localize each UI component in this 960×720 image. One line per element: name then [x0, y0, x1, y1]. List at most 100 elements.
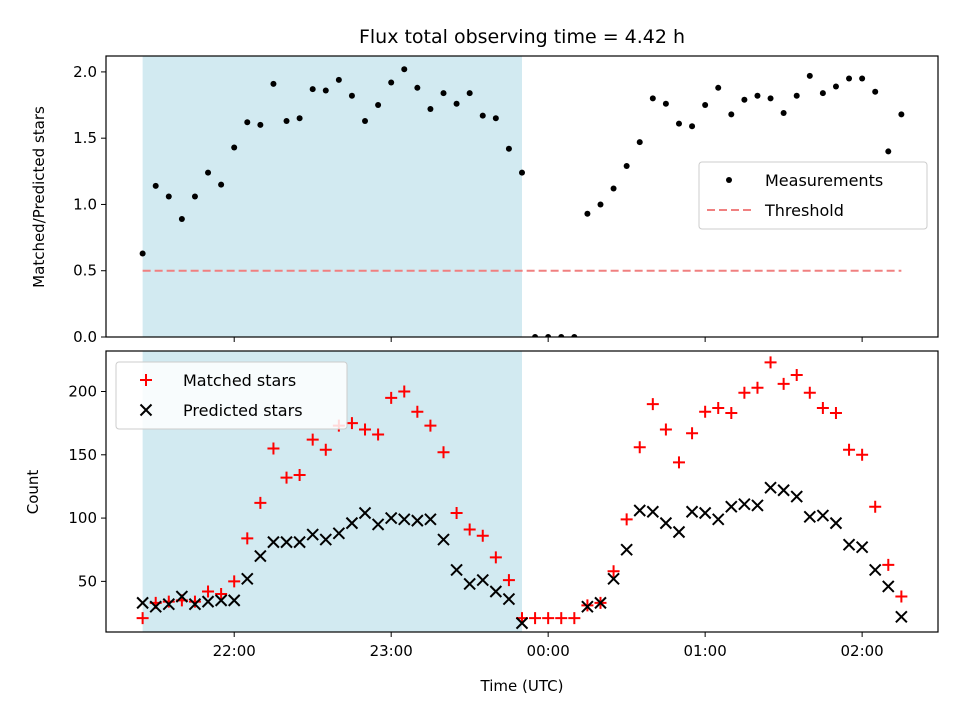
- top-frame: [105, 55, 939, 338]
- bottom-series-predicted-stars-point: [790, 490, 803, 503]
- bottom-series-predicted-stars-point: [201, 595, 215, 608]
- top-series-measurements-point: [453, 100, 460, 107]
- bottom-series-predicted-stars-point: [672, 525, 686, 539]
- top-y-tick-label: 0.0: [73, 328, 97, 346]
- bottom-series-matched-stars-point: [437, 446, 450, 459]
- bottom-series-predicted-stars-point: [371, 518, 385, 531]
- top-series-measurements-point: [519, 169, 525, 176]
- bottom-series-predicted-stars-point: [398, 513, 411, 526]
- bottom-series-matched-stars-point: [607, 565, 620, 578]
- top-y-tick-label: 1.0: [73, 195, 97, 213]
- bottom-series-predicted-stars-point: [450, 563, 463, 577]
- bottom-x-tick-label: 00:00: [527, 642, 570, 660]
- top-y-axis-label: Matched/Predicted stars: [30, 106, 48, 288]
- bottom-series-predicted-stars-point: [581, 600, 594, 613]
- bottom-series-predicted-stars-point: [358, 506, 372, 520]
- top-series-measurements-point: [859, 75, 866, 82]
- bottom-series-predicted-stars-point: [712, 513, 725, 526]
- bottom-series-predicted-stars-point: [869, 563, 882, 577]
- bottom-series-predicted-stars-point: [241, 572, 254, 586]
- top-series-measurements-point: [335, 76, 342, 83]
- bottom-series-predicted-stars-point: [738, 497, 751, 511]
- top-series-measurements-point: [244, 119, 251, 126]
- top-y-tick-label: 0.5: [73, 262, 97, 280]
- top-series-measurements-point: [819, 90, 826, 97]
- top-series-measurements-point: [702, 102, 709, 109]
- bottom-series-predicted-stars-point: [463, 577, 476, 591]
- bottom-y-tick-label: 50: [78, 572, 97, 590]
- bottom-series-matched-stars-point: [293, 469, 306, 482]
- bottom-series-predicted-stars-point: [437, 533, 450, 546]
- bottom-legend-marker: [139, 403, 153, 417]
- bottom-series-predicted-stars-point: [306, 528, 319, 541]
- bottom-series-predicted-stars-point: [855, 540, 869, 554]
- top-y-tick-label: 2.0: [73, 63, 97, 81]
- bottom-series-predicted-stars-point: [777, 484, 790, 497]
- bottom-series-matched-stars-point: [228, 575, 241, 588]
- bottom-series-predicted-stars-point: [594, 596, 607, 610]
- top-series-measurements-point: [191, 193, 198, 200]
- bottom-series-predicted-stars-point: [411, 514, 424, 527]
- top-series-measurements-point: [872, 88, 879, 95]
- top-series-measurements-point: [846, 75, 853, 82]
- bottom-series-matched-stars-point: [895, 590, 908, 603]
- bottom-series-predicted-stars-point: [633, 504, 646, 517]
- top-series-measurements-point: [571, 334, 578, 337]
- bottom-series-matched-stars-point: [372, 428, 385, 441]
- bottom-series-predicted-stars-point: [620, 543, 633, 556]
- bottom-series-predicted-stars-point: [646, 505, 660, 518]
- top-series-measurements-point: [231, 144, 238, 151]
- top-series-measurements-point: [780, 109, 787, 116]
- bottom-series-matched-stars-point: [280, 471, 293, 484]
- top-series-measurements-point: [767, 95, 774, 102]
- bottom-series-matched-stars-point: [555, 612, 568, 625]
- top-series-measurements-point: [545, 334, 552, 337]
- top-series-measurements-point: [505, 145, 512, 152]
- bottom-series-predicted-stars-point: [515, 616, 529, 630]
- bottom-series-matched-stars-point: [306, 433, 319, 446]
- bottom-series-matched-stars-point: [398, 385, 411, 398]
- top-series-measurements-point: [388, 79, 395, 86]
- bottom-series-predicted-stars-point: [803, 510, 817, 524]
- top-series-measurements-point: [205, 169, 212, 176]
- top-series-measurements-point: [715, 84, 722, 91]
- bottom-series-matched-stars-point: [803, 386, 816, 399]
- bottom-series-matched-stars-point: [502, 574, 515, 587]
- top-series-measurements-point: [270, 80, 277, 87]
- bottom-series-predicted-stars-point: [698, 506, 712, 520]
- top-series-measurements-point: [754, 92, 761, 99]
- top-series-measurements-point: [479, 112, 486, 119]
- top-series-measurements-point: [532, 334, 539, 337]
- bottom-series-matched-stars-point: [633, 441, 646, 454]
- bottom-series-matched-stars-point: [359, 423, 372, 436]
- bottom-series-predicted-stars-point: [424, 513, 437, 526]
- top-series-measurements-point: [152, 182, 159, 189]
- bottom-series-matched-stars-point: [843, 443, 856, 456]
- bottom-series-matched-stars-point: [790, 369, 803, 382]
- bottom-series-matched-stars-point: [856, 448, 869, 461]
- bottom-y-tick-label: 100: [68, 509, 97, 527]
- bottom-series-matched-stars-point: [699, 405, 712, 418]
- top-series-measurements-point: [558, 334, 565, 337]
- top-series-measurements-point: [492, 115, 499, 122]
- top-series-measurements-point: [806, 72, 813, 79]
- bottom-series-predicted-stars-point: [162, 597, 175, 611]
- bottom-legend-label: Predicted stars: [183, 401, 303, 420]
- bottom-series-predicted-stars-point: [476, 573, 489, 587]
- top-series-measurements-point: [362, 117, 369, 124]
- top-series-measurements-point: [636, 139, 643, 146]
- bottom-series-matched-stars-point: [476, 529, 489, 542]
- bottom-series-predicted-stars-point: [816, 509, 830, 522]
- bottom-series-predicted-stars-point: [607, 572, 620, 586]
- bottom-series-matched-stars-point: [411, 405, 424, 418]
- top-series-measurements-point: [662, 100, 669, 107]
- top-shaded-interval-0: [142, 56, 522, 337]
- bottom-series-predicted-stars-point: [267, 535, 280, 549]
- top-series-measurements-point: [178, 216, 185, 223]
- top-series-measurements-point: [440, 90, 447, 97]
- top-plot: 0.0 0.5 1.0 1.5 2.0 Measurements Threshold: [73, 55, 939, 346]
- bottom-series-matched-stars-point: [215, 588, 228, 601]
- bottom-series-predicted-stars-point: [149, 600, 162, 613]
- bottom-series-predicted-stars-point: [214, 594, 228, 607]
- top-y-tick-label: 1.5: [73, 129, 97, 147]
